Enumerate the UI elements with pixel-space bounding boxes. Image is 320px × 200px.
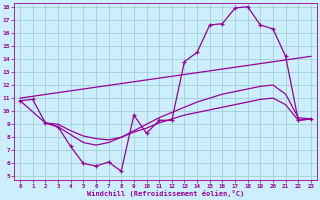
X-axis label: Windchill (Refroidissement éolien,°C): Windchill (Refroidissement éolien,°C): [87, 190, 244, 197]
